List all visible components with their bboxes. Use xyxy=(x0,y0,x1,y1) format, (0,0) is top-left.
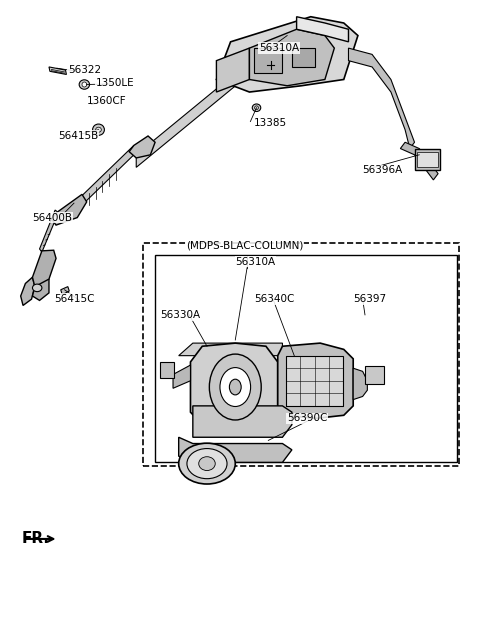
Ellipse shape xyxy=(96,127,101,132)
Ellipse shape xyxy=(33,284,42,292)
Polygon shape xyxy=(51,195,87,225)
Polygon shape xyxy=(136,23,297,167)
Ellipse shape xyxy=(209,354,261,420)
Text: 56322: 56322 xyxy=(68,65,101,75)
Text: 56400B: 56400B xyxy=(33,212,72,223)
Text: 13385: 13385 xyxy=(254,118,287,128)
Ellipse shape xyxy=(229,379,241,395)
Ellipse shape xyxy=(220,368,251,406)
Text: 56415B: 56415B xyxy=(59,131,99,141)
Polygon shape xyxy=(400,142,438,180)
Polygon shape xyxy=(179,343,282,356)
Ellipse shape xyxy=(199,457,215,471)
Text: 56310A: 56310A xyxy=(259,43,299,53)
Text: 56390C: 56390C xyxy=(287,413,327,424)
Polygon shape xyxy=(193,406,292,438)
Polygon shape xyxy=(61,287,69,294)
Polygon shape xyxy=(179,438,292,462)
Bar xyxy=(365,366,384,384)
Polygon shape xyxy=(191,343,278,428)
Text: (MDPS-BLAC-COLUMN): (MDPS-BLAC-COLUMN) xyxy=(186,241,303,251)
Bar xyxy=(160,362,174,378)
Polygon shape xyxy=(353,368,367,399)
Ellipse shape xyxy=(93,124,104,135)
Polygon shape xyxy=(250,29,335,86)
Ellipse shape xyxy=(79,80,90,89)
Text: 1360CF: 1360CF xyxy=(87,97,126,106)
Ellipse shape xyxy=(179,443,235,484)
Polygon shape xyxy=(173,365,191,389)
Bar xyxy=(254,48,282,73)
Text: 56310A: 56310A xyxy=(235,256,276,266)
Bar xyxy=(292,48,315,67)
Polygon shape xyxy=(348,48,415,149)
Polygon shape xyxy=(21,277,35,305)
FancyBboxPatch shape xyxy=(155,255,457,462)
Polygon shape xyxy=(49,67,66,74)
Polygon shape xyxy=(216,17,358,92)
Text: 56396A: 56396A xyxy=(362,165,403,176)
Polygon shape xyxy=(297,17,348,42)
Polygon shape xyxy=(129,136,155,158)
Ellipse shape xyxy=(252,104,261,111)
Polygon shape xyxy=(33,279,49,300)
Text: FR.: FR. xyxy=(22,532,50,546)
Bar xyxy=(286,356,343,406)
Polygon shape xyxy=(39,210,59,252)
Polygon shape xyxy=(216,48,250,92)
Bar xyxy=(415,149,441,170)
Polygon shape xyxy=(33,250,56,287)
Ellipse shape xyxy=(187,448,227,479)
Ellipse shape xyxy=(82,82,87,87)
Text: 56397: 56397 xyxy=(353,294,386,304)
Text: 56330A: 56330A xyxy=(160,310,200,320)
Text: 56415C: 56415C xyxy=(54,294,94,304)
Text: 56340C: 56340C xyxy=(254,294,295,304)
Bar xyxy=(417,151,438,167)
Polygon shape xyxy=(278,343,353,418)
Polygon shape xyxy=(82,146,134,205)
Text: 1350LE: 1350LE xyxy=(96,78,135,88)
